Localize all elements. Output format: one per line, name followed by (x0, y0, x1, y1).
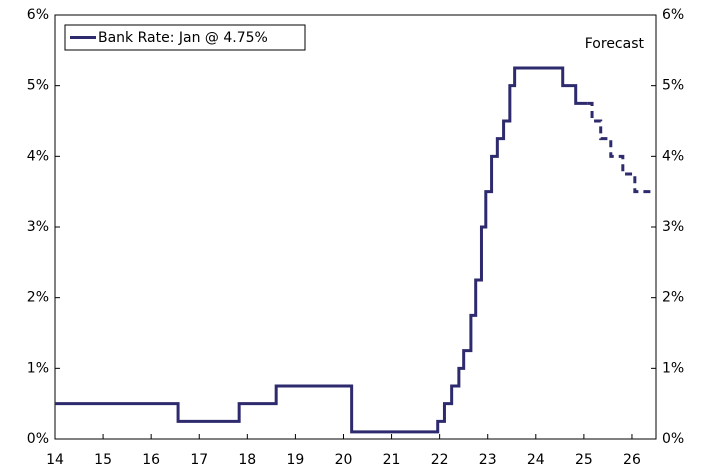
y-tick-label: 4% (27, 148, 49, 164)
x-tick-label: 14 (46, 452, 64, 468)
y-tick-label: 2% (27, 290, 49, 306)
y-tick-label: 1% (27, 360, 49, 376)
legend-box (64, 24, 306, 51)
y-tick-label: 6% (27, 7, 49, 23)
x-tick-label: 20 (335, 452, 353, 468)
y2-tick-label: 1% (662, 360, 684, 376)
legend-label: Bank Rate: Jan @ 4.75% (98, 30, 268, 46)
plot-frame (54, 14, 657, 440)
x-tick-label: 24 (527, 452, 545, 468)
y-tick-label: 3% (27, 219, 49, 235)
y2-tick-label: 6% (662, 7, 684, 23)
x-tick-label: 17 (190, 452, 208, 468)
x-tick-label: 26 (623, 452, 641, 468)
x-tick-label: 15 (94, 452, 112, 468)
x-tick-label: 25 (575, 452, 593, 468)
y-tick-label: 0% (27, 431, 49, 447)
series-line (55, 66, 588, 434)
y2-tick-label: 0% (662, 431, 684, 447)
x-tick-label: 22 (431, 452, 449, 468)
y2-tick-label: 5% (662, 78, 684, 94)
x-tick-label: 23 (479, 452, 497, 468)
x-tick-label: 19 (286, 452, 304, 468)
x-tick-label: 21 (383, 452, 401, 468)
y2-tick-label: 2% (662, 290, 684, 306)
y2-tick-label: 4% (662, 148, 684, 164)
y2-tick-label: 3% (662, 219, 684, 235)
forecast-line (587, 101, 656, 194)
forecast-annotation: Forecast (585, 36, 645, 52)
y-tick-label: 5% (27, 78, 49, 94)
x-tick-label: 16 (142, 452, 160, 468)
x-tick-label: 18 (238, 452, 256, 468)
